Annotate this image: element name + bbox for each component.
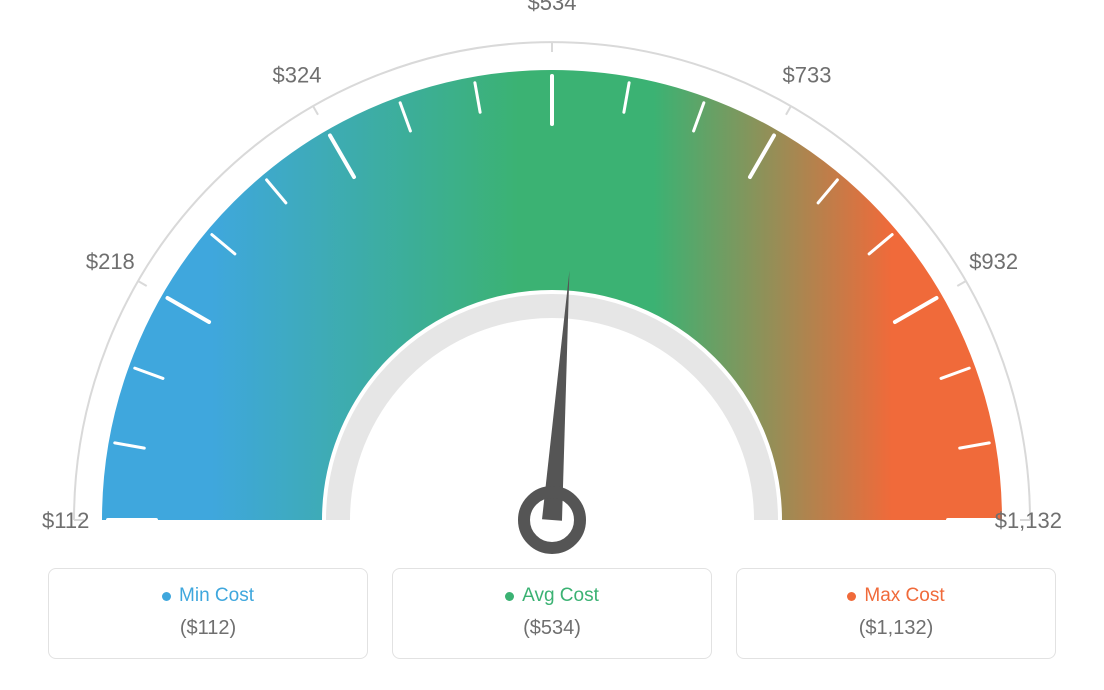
cost-gauge-chart: $112 $218 $324 $534 $733 $932 $1,132 xyxy=(0,0,1104,560)
legend-dot-avg xyxy=(505,592,514,601)
legend-card-max: Max Cost ($1,132) xyxy=(736,568,1056,659)
legend-card-avg: Avg Cost ($534) xyxy=(392,568,712,659)
legend-label-avg: Avg Cost xyxy=(522,585,599,607)
legend-title-min: Min Cost xyxy=(49,585,367,607)
gauge-svg: $112 $218 $324 $534 $733 $932 $1,132 xyxy=(0,0,1104,560)
legend-title-avg: Avg Cost xyxy=(393,585,711,607)
legend-value-min: ($112) xyxy=(49,617,367,640)
legend-card-min: Min Cost ($112) xyxy=(48,568,368,659)
legend-dot-min xyxy=(162,592,171,601)
legend-value-avg: ($534) xyxy=(393,617,711,640)
legend-dot-max xyxy=(847,592,856,601)
svg-text:$1,132: $1,132 xyxy=(995,508,1062,533)
legend-value-max: ($1,132) xyxy=(737,617,1055,640)
legend-label-max: Max Cost xyxy=(864,585,944,607)
svg-text:$324: $324 xyxy=(273,62,322,87)
legend-title-max: Max Cost xyxy=(737,585,1055,607)
legend-row: Min Cost ($112) Avg Cost ($534) Max Cost… xyxy=(0,568,1104,659)
svg-text:$733: $733 xyxy=(783,62,832,87)
svg-text:$534: $534 xyxy=(528,0,577,15)
legend-label-min: Min Cost xyxy=(179,585,254,607)
svg-text:$112: $112 xyxy=(42,508,89,533)
svg-text:$932: $932 xyxy=(969,249,1018,274)
svg-text:$218: $218 xyxy=(86,249,135,274)
